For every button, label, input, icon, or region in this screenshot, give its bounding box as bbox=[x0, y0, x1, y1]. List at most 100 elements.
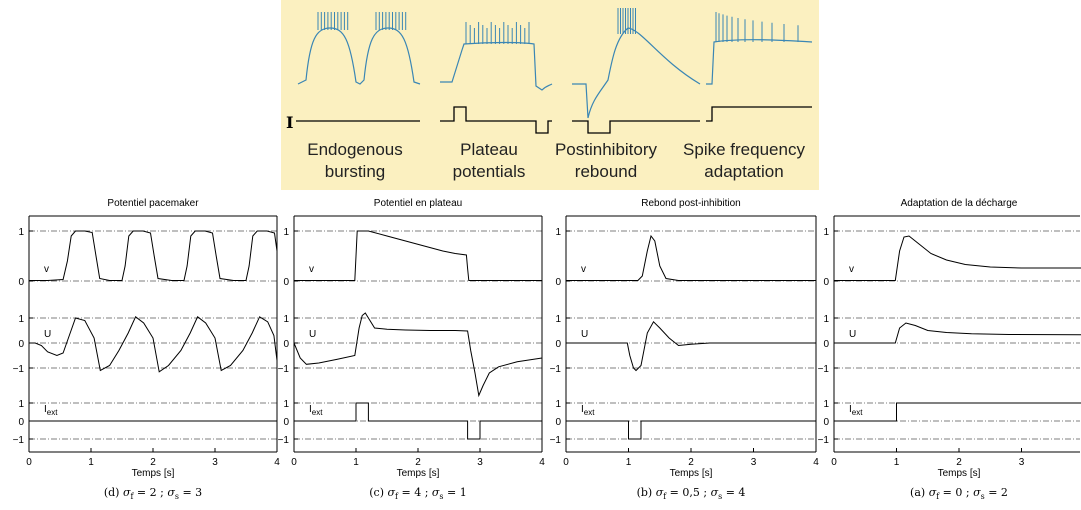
x-tick-label: 0 bbox=[831, 457, 837, 468]
top-panel-background bbox=[281, 0, 819, 190]
series-label-u: U bbox=[44, 329, 51, 340]
top-label-3-line1: Postinhibitory bbox=[555, 140, 658, 159]
y-tick-label: 1 bbox=[18, 227, 24, 238]
series-label-u: U bbox=[309, 329, 316, 340]
series-label-u: U bbox=[581, 329, 588, 340]
series-label-v: v bbox=[849, 264, 854, 275]
series-line-u bbox=[834, 322, 1081, 344]
chart-title: Potentiel pacemaker bbox=[107, 198, 199, 209]
series-line-u bbox=[566, 320, 816, 372]
series-line-v bbox=[834, 235, 1081, 281]
chart-caption: (c) σf = 4 ; σs = 1 bbox=[369, 486, 467, 501]
x-tick-label: 4 bbox=[813, 457, 819, 468]
y-tick-label: −1 bbox=[550, 435, 562, 446]
x-tick-label: 3 bbox=[212, 457, 218, 468]
y-tick-label: 1 bbox=[555, 399, 561, 410]
top-label-4-line1: Spike frequency bbox=[683, 140, 805, 159]
y-tick-label: 1 bbox=[555, 314, 561, 325]
plateau-trace bbox=[440, 41, 553, 91]
y-tick-label: −1 bbox=[13, 364, 25, 375]
chart-caption: (a) σf = 0 ; σs = 2 bbox=[910, 486, 1008, 501]
top-label-1-line1: Endogenous bbox=[307, 140, 402, 159]
top-label-1-line2: bursting bbox=[325, 162, 385, 181]
top-panel-labels: Endogenous bursting Plateau potentials P… bbox=[307, 140, 805, 181]
y-tick-label: 1 bbox=[18, 314, 24, 325]
x-axis-label: Temps [s] bbox=[938, 468, 981, 479]
y-tick-label: 1 bbox=[283, 314, 289, 325]
y-tick-label: 0 bbox=[555, 339, 561, 350]
chart-title: Adaptation de la décharge bbox=[901, 198, 1018, 209]
series-label-v: v bbox=[581, 264, 586, 275]
y-tick-label: 1 bbox=[18, 399, 24, 410]
series-line-v bbox=[29, 230, 278, 281]
x-axis-label: Temps [s] bbox=[132, 468, 175, 479]
current-label: I bbox=[286, 113, 293, 132]
y-tick-label: 0 bbox=[823, 277, 829, 288]
x-tick-label: 1 bbox=[353, 457, 359, 468]
y-tick-label: 0 bbox=[823, 339, 829, 350]
y-tick-label: −1 bbox=[278, 364, 290, 375]
y-tick-label: 1 bbox=[283, 399, 289, 410]
series-label-iext: Iext bbox=[309, 404, 323, 417]
x-axis-label: Temps [s] bbox=[397, 468, 440, 479]
series-line-iext bbox=[294, 402, 542, 440]
series-line-u bbox=[29, 316, 278, 373]
chart-caption: (b) σf = 0,5 ; σs = 4 bbox=[637, 486, 746, 501]
x-tick-label: 4 bbox=[274, 457, 280, 468]
series-line-u bbox=[293, 312, 543, 398]
y-tick-label: 0 bbox=[823, 417, 829, 428]
x-tick-label: 3 bbox=[477, 457, 483, 468]
top-label-2-line2: potentials bbox=[453, 162, 526, 181]
y-tick-label: −1 bbox=[818, 435, 830, 446]
y-tick-label: 0 bbox=[555, 417, 561, 428]
y-tick-label: −1 bbox=[818, 364, 830, 375]
y-tick-label: −1 bbox=[550, 364, 562, 375]
x-tick-label: 3 bbox=[751, 457, 757, 468]
chart-title: Potentiel en plateau bbox=[374, 198, 462, 209]
series-label-iext: Iext bbox=[581, 404, 595, 417]
series-line-v bbox=[294, 230, 542, 281]
x-tick-label: 2 bbox=[956, 457, 962, 468]
x-tick-label: 0 bbox=[26, 457, 32, 468]
series-line-iext bbox=[834, 402, 1081, 422]
top-label-2-line1: Plateau bbox=[460, 140, 518, 159]
y-tick-label: 1 bbox=[555, 227, 561, 238]
y-tick-label: −1 bbox=[13, 435, 25, 446]
top-label-4-line2: adaptation bbox=[704, 162, 783, 181]
y-tick-label: 0 bbox=[555, 277, 561, 288]
y-tick-label: 0 bbox=[283, 277, 289, 288]
x-tick-label: 0 bbox=[563, 457, 569, 468]
x-tick-label: 2 bbox=[688, 457, 694, 468]
rebound-current bbox=[572, 120, 700, 134]
x-tick-label: 2 bbox=[415, 457, 421, 468]
top-panel-traces bbox=[296, 8, 813, 134]
x-tick-label: 1 bbox=[626, 457, 632, 468]
top-label-3-line2: rebound bbox=[575, 162, 637, 181]
y-tick-label: 1 bbox=[823, 227, 829, 238]
x-tick-label: 3 bbox=[1019, 457, 1025, 468]
series-line-v bbox=[566, 234, 816, 281]
y-tick-label: 1 bbox=[283, 227, 289, 238]
x-tick-label: 2 bbox=[150, 457, 156, 468]
x-tick-label: 1 bbox=[894, 457, 900, 468]
series-label-iext: Iext bbox=[44, 404, 58, 417]
series-label-iext: Iext bbox=[849, 404, 863, 417]
y-tick-label: 1 bbox=[823, 399, 829, 410]
y-tick-label: 0 bbox=[283, 417, 289, 428]
x-axis-label: Temps [s] bbox=[670, 468, 713, 479]
chart-caption: (d) σf = 2 ; σs = 3 bbox=[104, 486, 202, 501]
y-tick-label: −1 bbox=[278, 435, 290, 446]
y-tick-label: 1 bbox=[823, 314, 829, 325]
y-tick-label: 0 bbox=[18, 339, 24, 350]
y-tick-label: 0 bbox=[18, 277, 24, 288]
y-tick-label: 0 bbox=[283, 339, 289, 350]
adaptation-trace bbox=[706, 39, 813, 85]
series-label-v: v bbox=[44, 264, 49, 275]
x-tick-label: 4 bbox=[539, 457, 545, 468]
plateau-current bbox=[440, 106, 552, 134]
